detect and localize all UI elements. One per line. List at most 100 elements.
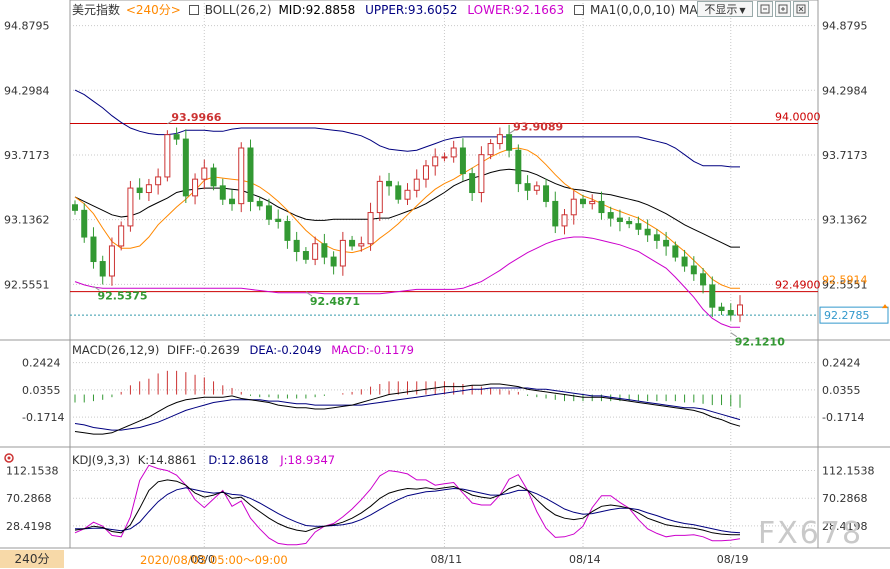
- boll-lower-value: LOWER:92.1663: [467, 3, 565, 17]
- candle-body: [506, 134, 513, 151]
- candle-body: [358, 243, 365, 247]
- boll-checkbox-icon[interactable]: [188, 5, 199, 15]
- candle-body: [229, 198, 236, 205]
- candle-body: [561, 214, 568, 227]
- watermark: FX678: [758, 516, 864, 551]
- candle-body: [367, 212, 374, 245]
- price-tick-right: 94.2984: [822, 84, 868, 97]
- candle-body: [238, 147, 245, 205]
- candle-body: [302, 251, 309, 260]
- candle-body: [219, 185, 226, 200]
- candle-body: [450, 147, 457, 158]
- candle-body: [653, 234, 660, 241]
- plus-icon: [778, 4, 788, 14]
- candle-body: [441, 156, 448, 159]
- extreme-value-label: 93.9966: [171, 111, 221, 124]
- candle-body: [164, 134, 171, 178]
- candle-body: [515, 149, 522, 185]
- candle-body: [182, 138, 189, 197]
- annotation-pointer: [305, 291, 313, 297]
- period-tag: <240分>: [125, 3, 181, 17]
- candle-body: [210, 167, 217, 187]
- candle-body: [644, 228, 651, 236]
- kdj-d-value: D:12.8618: [208, 453, 269, 467]
- hide-label: 不显示: [704, 3, 738, 16]
- period-selector-button[interactable]: 240分: [0, 550, 64, 568]
- candle-body: [265, 205, 272, 220]
- price-tick-left: 93.7173: [4, 149, 50, 162]
- candle-body: [395, 185, 402, 200]
- minus-icon: [760, 4, 770, 14]
- crosshair-time-label: 2020/08/03 05:00～09:00: [140, 553, 288, 567]
- price-alert-label: 92.4900: [775, 279, 821, 292]
- collapse-button[interactable]: [757, 1, 773, 17]
- candle-body: [256, 200, 263, 207]
- kdj-tick-left: 28.4198: [6, 520, 52, 533]
- price-tick-right: 92.5551: [822, 278, 868, 291]
- candle-body: [552, 200, 559, 227]
- candle-body: [737, 304, 743, 316]
- candle-body: [339, 239, 346, 267]
- candle-body: [626, 220, 633, 225]
- price-alert-label: 94.0000: [775, 111, 821, 124]
- price-tick-left: 92.5551: [4, 278, 50, 291]
- candle-body: [284, 220, 291, 241]
- close-icon: [796, 4, 806, 14]
- ma-checkbox-icon[interactable]: [574, 5, 585, 15]
- candle-body: [108, 245, 115, 277]
- price-tick-left: 93.1362: [4, 214, 50, 227]
- price-tick-left: 94.8795: [4, 20, 50, 33]
- candle-body: [192, 178, 199, 197]
- candle-body: [72, 204, 78, 211]
- candle-body: [700, 273, 707, 286]
- candle-body: [579, 198, 586, 205]
- candle-body: [570, 198, 577, 216]
- candle-body: [386, 180, 393, 187]
- date-tick-label: 08/0: [190, 553, 215, 566]
- ma-line: [74, 147, 740, 289]
- candle-body: [127, 187, 134, 227]
- annotation-pointer: [93, 285, 100, 291]
- hide-indicator-dropdown[interactable]: 不显示 ▼: [697, 1, 753, 17]
- macd-diff-value: DIFF:-0.2639: [167, 343, 240, 357]
- macd-title: MACD(26,12,9): [72, 343, 160, 357]
- kdj-k-line: [74, 479, 740, 536]
- macd-tick-right: 0.0355: [822, 384, 861, 397]
- annotation-pointer: [508, 129, 516, 135]
- candle-body: [321, 243, 328, 258]
- chevron-down-icon: ▼: [739, 6, 746, 15]
- candle-body: [404, 189, 411, 200]
- macd-tick-right: -0.1714: [822, 411, 864, 424]
- extreme-value-label: 93.9089: [513, 121, 563, 134]
- candle-body: [478, 154, 485, 194]
- extreme-value-label: 92.5375: [97, 289, 147, 302]
- candle-body: [496, 134, 503, 145]
- candle-body: [118, 225, 125, 247]
- macd-hist-value: MACD:-0.1179: [331, 343, 414, 357]
- candle-body: [136, 187, 143, 194]
- candle-body: [727, 310, 734, 316]
- boll-label: BOLL(26,2): [204, 3, 272, 17]
- candle-body: [330, 256, 337, 267]
- extreme-value-label: 92.4871: [310, 295, 360, 308]
- macd-dea-line: [74, 387, 741, 431]
- annotation-pointer: [730, 332, 738, 338]
- boll-lower-line: [74, 236, 740, 328]
- candle-body: [718, 306, 725, 312]
- candle-body: [81, 209, 88, 238]
- price-tick-right: 93.7173: [822, 149, 868, 162]
- kdj-title: KDJ(9,3,3): [72, 453, 131, 467]
- price-tick-left: 94.2984: [4, 84, 50, 97]
- macd-tick-left: 0.0355: [22, 384, 61, 397]
- candle-body: [155, 176, 162, 186]
- candle-body: [145, 184, 152, 194]
- macd-legend: MACD(26,12,9) DIFF:-0.2639 DEA:-0.2049 M…: [72, 343, 414, 357]
- close-button[interactable]: [793, 1, 809, 17]
- candle-body: [616, 217, 623, 222]
- candle-body: [533, 185, 540, 191]
- expand-button[interactable]: [775, 1, 791, 17]
- candle-body: [663, 239, 670, 247]
- kdj-settings-icon[interactable]: [2, 451, 16, 465]
- macd-tick-right: 0.2424: [822, 357, 861, 370]
